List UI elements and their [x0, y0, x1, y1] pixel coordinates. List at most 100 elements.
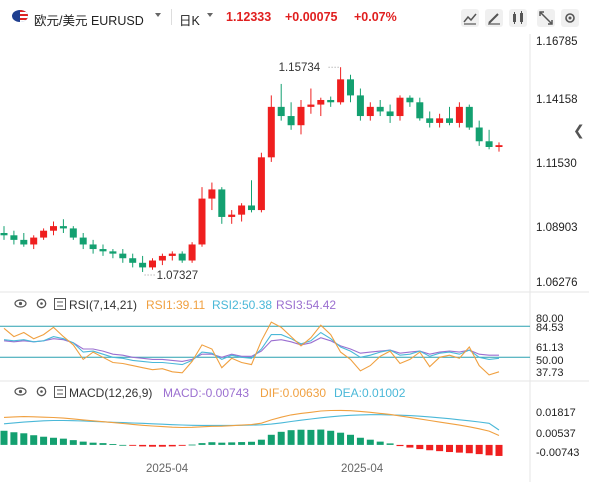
macd-bar: [287, 430, 295, 445]
timeframe-dropdown-icon[interactable]: [207, 13, 213, 17]
collapse-panel-icon[interactable]: ❮: [573, 122, 585, 138]
candle: [129, 258, 137, 263]
macd-bar: [20, 433, 28, 445]
macd-bar: [267, 434, 275, 445]
macd-bar: [228, 442, 236, 445]
macd-bar: [109, 444, 117, 445]
symbol-dropdown-icon[interactable]: [155, 13, 161, 17]
candle: [89, 244, 97, 250]
candle: [347, 79, 354, 96]
macd-bar: [347, 434, 354, 445]
candle: [99, 249, 107, 252]
candle: [436, 118, 444, 123]
macd-bar: [208, 442, 216, 445]
chart-header: 欧元/美元 EURUSD 日K 1.12333 +0.00075 +0.07%: [0, 0, 589, 34]
expand-icon[interactable]: [537, 9, 555, 27]
macd-bar: [356, 437, 364, 445]
price-axis-label: 1.06276: [536, 277, 578, 289]
macd-bar: [50, 437, 57, 445]
rsi2-line: [3, 331, 500, 366]
macd-bar: [376, 441, 384, 445]
candle: [495, 145, 503, 147]
macd-bar: [10, 432, 18, 445]
candle: [158, 255, 166, 261]
macd-bar: [238, 442, 246, 445]
candle: [59, 226, 67, 229]
macd-bar: [307, 429, 315, 445]
candle: [238, 205, 246, 215]
macd-bar: [188, 444, 196, 446]
macd-bar: [69, 440, 77, 445]
candle: [248, 205, 255, 211]
rsi1-line: [3, 321, 500, 376]
rsi-axis-label: 50.00: [536, 355, 564, 367]
rsi-axis-label: 61.13: [536, 342, 564, 354]
rsi3-line: [3, 337, 499, 362]
macd-bar: [495, 444, 503, 456]
macd-bar: [446, 444, 453, 453]
macd-bar: [277, 431, 285, 445]
timeframe-selector[interactable]: 日K: [179, 14, 200, 28]
candle: [149, 260, 156, 268]
indicator-settings-icon[interactable]: [35, 297, 47, 309]
dea-value: DEA:0.01002: [334, 386, 406, 400]
macd-bar: [168, 444, 176, 447]
symbol-selector[interactable]: 欧元/美元 EURUSD: [34, 14, 144, 28]
macd-bar: [257, 439, 265, 445]
macd-bar: [79, 441, 87, 445]
candle: [198, 198, 206, 245]
last-price: 1.12333: [226, 10, 272, 24]
more-menu-icon[interactable]: [54, 386, 66, 398]
candle: [188, 244, 196, 261]
macd-bar: [149, 444, 156, 447]
rsi-axis-label: 37.73: [536, 367, 564, 379]
candle: [10, 235, 18, 240]
candle: [455, 106, 463, 123]
macd-bar: [40, 436, 48, 445]
macd-bar: [455, 444, 463, 453]
settings-icon[interactable]: [561, 9, 579, 27]
macd-bar: [59, 438, 67, 445]
candle: [50, 226, 57, 231]
price-axis-label: 1.16785: [536, 36, 578, 48]
indicator-icon[interactable]: [461, 9, 479, 27]
compare-icon[interactable]: [509, 9, 527, 27]
price-change: +0.00075: [285, 10, 338, 24]
candle: [485, 141, 493, 147]
macd-value: MACD:-0.00743: [163, 386, 250, 400]
macd-axis-label: -0.00743: [536, 447, 580, 459]
candle: [386, 111, 394, 117]
candle: [168, 253, 176, 256]
rsi2-value: RSI2:50.38: [212, 298, 273, 312]
macd-bar: [485, 444, 493, 456]
draw-icon[interactable]: [485, 9, 503, 27]
rsi3-value: RSI3:54.42: [276, 298, 337, 312]
macd-bar: [465, 444, 473, 454]
macd-bar: [218, 442, 226, 445]
candle: [317, 99, 325, 105]
candle: [396, 97, 404, 117]
macd-bar: [386, 443, 394, 445]
more-menu-icon[interactable]: [54, 298, 66, 310]
candle: [208, 189, 216, 199]
candle: [109, 251, 117, 254]
rsi-title: RSI(7,14,21): [69, 298, 138, 312]
candle: [287, 116, 295, 126]
macd-title: MACD(12,26,9): [69, 386, 153, 400]
price-change-percent: +0.07%: [354, 10, 397, 24]
visibility-icon[interactable]: [14, 297, 27, 308]
visibility-icon[interactable]: [14, 385, 27, 396]
macd-bar: [129, 444, 137, 446]
macd-bar: [337, 432, 345, 445]
candle: [406, 97, 414, 103]
macd-bar: [475, 444, 483, 455]
candle: [267, 106, 275, 158]
candle: [20, 239, 28, 245]
candle: [465, 106, 473, 128]
indicator-settings-icon[interactable]: [35, 385, 47, 397]
macd-bar: [139, 444, 147, 447]
macd-bar: [426, 444, 434, 451]
candle: [337, 79, 345, 103]
price-axis-label: 1.14158: [536, 94, 578, 106]
